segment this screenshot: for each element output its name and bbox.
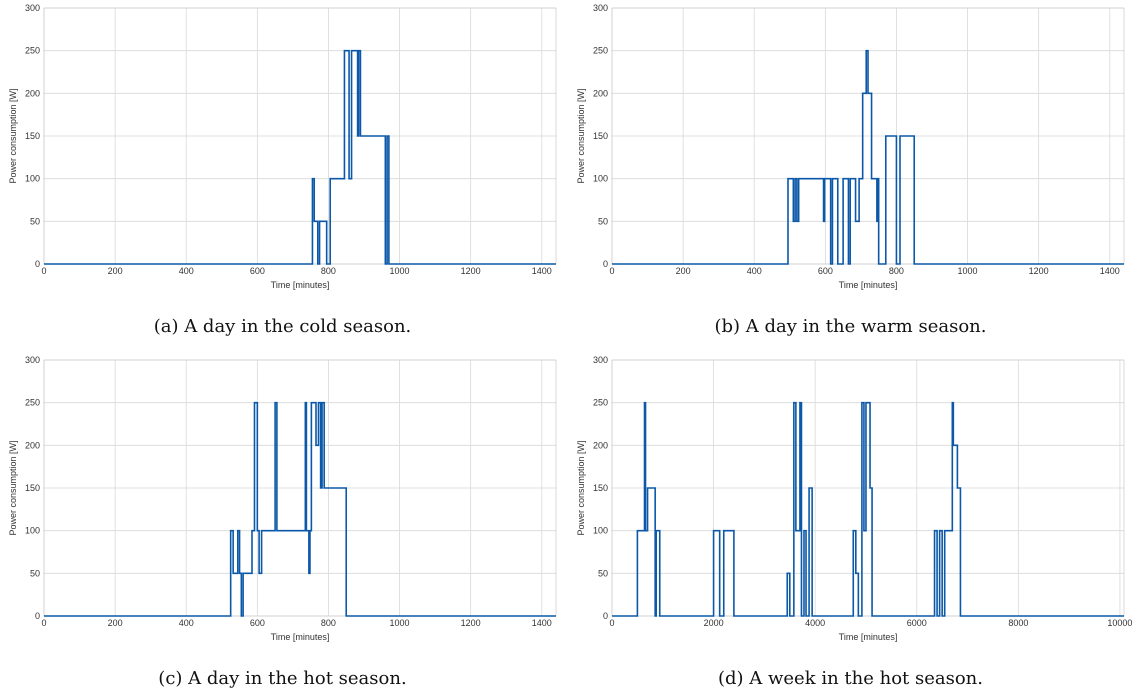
series-line xyxy=(612,401,1124,617)
x-tick-label: 200 xyxy=(676,266,691,276)
caption-c: (c) A day in the hot season. xyxy=(158,668,407,689)
plot-frame xyxy=(611,359,1125,617)
x-tick-label: 1000 xyxy=(958,266,978,276)
y-axis-label: Power consumption [W] xyxy=(8,88,18,183)
x-axis-label: Time [minutes] xyxy=(839,280,898,290)
y-tick-label: 0 xyxy=(35,611,40,621)
y-tick-label: 200 xyxy=(593,88,608,98)
x-tick-label: 1000 xyxy=(390,618,410,628)
x-tick-label: 1000 xyxy=(390,266,410,276)
x-tick-label: 400 xyxy=(179,618,194,628)
y-tick-label: 250 xyxy=(593,398,608,408)
chart-panel-c: 0 200 400 600 800 1000 1200 1400 0 50 100 150 200 250… xyxy=(0,352,565,652)
x-tick-label: 1200 xyxy=(461,266,481,276)
x-tick-label: 1200 xyxy=(461,618,481,628)
y-tick-label: 300 xyxy=(25,3,40,13)
series-line xyxy=(44,401,556,617)
x-tick-label: 1200 xyxy=(1029,266,1049,276)
series-line xyxy=(612,49,1124,265)
y-tick-label: 300 xyxy=(593,3,608,13)
y-tick-label: 300 xyxy=(593,355,608,365)
y-tick-label: 250 xyxy=(25,398,40,408)
series-points xyxy=(43,50,557,265)
y-tick-label: 150 xyxy=(593,483,608,493)
y-tick-label: 50 xyxy=(598,568,608,578)
y-tick-label: 0 xyxy=(603,259,608,269)
x-tick-label: 600 xyxy=(250,618,265,628)
y-tick-label: 100 xyxy=(25,174,40,184)
x-tick-label: 200 xyxy=(108,266,123,276)
chart-svg: 0 2000 4000 6000 8000 10000 0 50 100 150 200 250 300… xyxy=(576,355,1132,642)
chart-panel-b: 0 200 400 600 800 1000 1200 1400 0 50 100 150 200 250… xyxy=(568,0,1133,300)
y-tick-label: 200 xyxy=(25,88,40,98)
chart-svg: 0 200 400 600 800 1000 1200 1400 0 50 100 150 200 250… xyxy=(8,3,557,290)
y-tick-label: 100 xyxy=(593,526,608,536)
x-tick-label: 0 xyxy=(41,266,46,276)
x-tick-label: 10000 xyxy=(1107,618,1132,628)
x-axis-label: Time [minutes] xyxy=(839,632,898,642)
y-tick-label: 50 xyxy=(30,568,40,578)
y-tick-label: 200 xyxy=(25,440,40,450)
grid xyxy=(611,359,1124,617)
x-tick-label: 0 xyxy=(41,618,46,628)
x-tick-label: 4000 xyxy=(805,618,825,628)
x-tick-label: 600 xyxy=(250,266,265,276)
y-tick-label: 100 xyxy=(593,174,608,184)
x-tick-label: 400 xyxy=(179,266,194,276)
caption-b: (b) A day in the warm season. xyxy=(714,316,987,337)
y-tick-label: 300 xyxy=(25,355,40,365)
y-tick-label: 150 xyxy=(593,131,608,141)
grid xyxy=(43,359,556,617)
caption-d: (d) A week in the hot season. xyxy=(717,668,984,689)
x-tick-label: 8000 xyxy=(1008,618,1028,628)
plot-frame xyxy=(611,7,1125,265)
y-tick-label: 250 xyxy=(593,46,608,56)
series-line xyxy=(44,49,556,265)
x-tick-label: 800 xyxy=(889,266,904,276)
x-tick-label: 1400 xyxy=(1100,266,1120,276)
x-tick-label: 0 xyxy=(609,618,614,628)
y-tick-label: 250 xyxy=(25,46,40,56)
y-axis-label: Power consumption [W] xyxy=(576,88,586,183)
chart-svg: 0 200 400 600 800 1000 1200 1400 0 50 100 150 200 250… xyxy=(8,355,557,642)
x-tick-label: 400 xyxy=(747,266,762,276)
x-axis-label: Time [minutes] xyxy=(271,632,330,642)
y-tick-label: 0 xyxy=(603,611,608,621)
y-tick-label: 50 xyxy=(30,216,40,226)
chart-panel-a: 0 200 400 600 800 1000 1200 1400 0 50 100 150 200 250… xyxy=(0,0,565,300)
caption-a: (a) A day in the cold season. xyxy=(153,316,412,337)
x-axis-label: Time [minutes] xyxy=(271,280,330,290)
x-tick-label: 1400 xyxy=(532,266,552,276)
y-tick-label: 150 xyxy=(25,131,40,141)
y-tick-label: 100 xyxy=(25,526,40,536)
grid xyxy=(611,7,1124,265)
plot-frame xyxy=(43,359,557,617)
series-points xyxy=(43,402,557,617)
y-tick-label: 50 xyxy=(598,216,608,226)
y-tick-label: 200 xyxy=(593,440,608,450)
series-points xyxy=(611,402,1125,617)
series-points xyxy=(611,50,1125,265)
x-tick-label: 2000 xyxy=(704,618,724,628)
x-tick-label: 6000 xyxy=(907,618,927,628)
x-tick-label: 800 xyxy=(321,266,336,276)
x-tick-label: 0 xyxy=(609,266,614,276)
y-tick-label: 150 xyxy=(25,483,40,493)
x-tick-label: 600 xyxy=(818,266,833,276)
y-tick-label: 0 xyxy=(35,259,40,269)
y-axis-label: Power consumption [W] xyxy=(576,440,586,535)
x-tick-label: 1400 xyxy=(532,618,552,628)
x-tick-label: 800 xyxy=(321,618,336,628)
chart-svg: 0 200 400 600 800 1000 1200 1400 0 50 100 150 200 250… xyxy=(576,3,1125,290)
x-tick-label: 200 xyxy=(108,618,123,628)
y-axis-label: Power consumption [W] xyxy=(8,440,18,535)
chart-panel-d: 0 2000 4000 6000 8000 10000 0 50 100 150 200 250 300… xyxy=(568,352,1133,652)
grid xyxy=(43,7,556,265)
